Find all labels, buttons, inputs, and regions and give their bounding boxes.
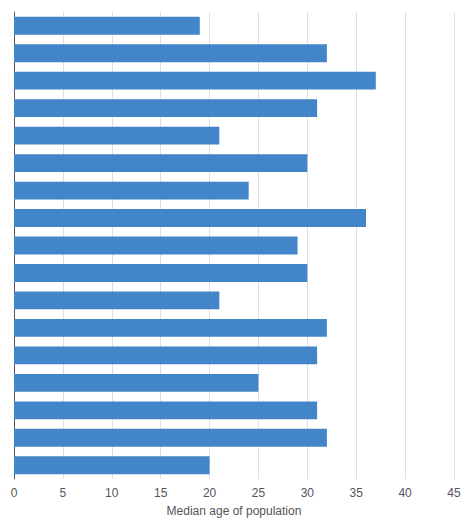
svg-text:Median age of population: Median age of population	[167, 504, 302, 518]
svg-text:45: 45	[447, 486, 461, 500]
svg-text:10: 10	[105, 486, 119, 500]
svg-text:0: 0	[11, 486, 18, 500]
svg-text:35: 35	[350, 486, 364, 500]
svg-text:20: 20	[203, 486, 217, 500]
svg-text:5: 5	[60, 486, 67, 500]
svg-text:40: 40	[398, 486, 412, 500]
svg-text:30: 30	[301, 486, 315, 500]
svg-text:15: 15	[154, 486, 168, 500]
svg-text:25: 25	[252, 486, 266, 500]
